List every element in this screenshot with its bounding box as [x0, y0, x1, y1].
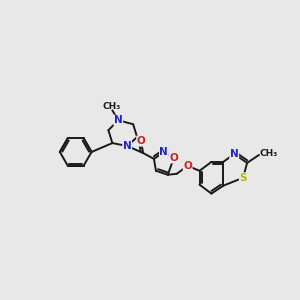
Text: O: O: [169, 153, 178, 163]
Text: N: N: [160, 147, 168, 157]
Text: O: O: [183, 161, 192, 171]
Text: CH₃: CH₃: [102, 102, 121, 111]
Text: S: S: [239, 173, 247, 183]
Text: N: N: [230, 149, 239, 159]
Text: N: N: [114, 115, 123, 125]
Text: N: N: [123, 141, 132, 151]
Text: O: O: [137, 136, 146, 146]
Text: CH₃: CH₃: [260, 149, 278, 158]
